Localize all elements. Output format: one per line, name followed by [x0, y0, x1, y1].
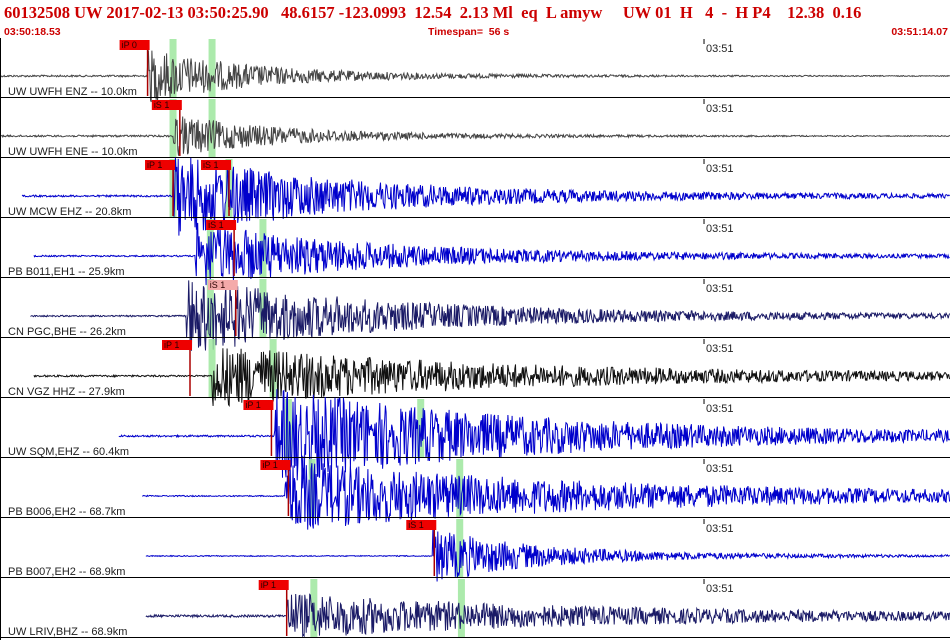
pick-flag[interactable]: [119, 40, 150, 50]
pick-flag[interactable]: [201, 160, 232, 170]
pick-flag-label: iS 1: [203, 160, 219, 170]
pick-flag-label: iS 1: [208, 220, 224, 230]
station-label: UW LRIV,BHZ -- 68.9km: [8, 626, 127, 638]
pick-flag[interactable]: [145, 160, 176, 170]
waveform-trace: [145, 593, 950, 638]
station-label: PB B006,EH2 -- 68.7km: [8, 506, 125, 518]
channel-row[interactable]: iP 1 03:51 UW SQM,EHZ -- 60.4km: [0, 389, 950, 481]
station-label: PB B007,EH2 -- 68.9km: [8, 566, 125, 578]
channel-row[interactable]: iP 1 iS 1 03:51 UW MCW EHZ -- 20.8km: [0, 157, 950, 236]
minute-tick-label: 03:51: [706, 223, 734, 235]
waveform-trace: [33, 348, 950, 408]
pick-window-band: [417, 399, 425, 458]
waveform-trace: [30, 280, 950, 351]
minute-tick-label: 03:51: [706, 103, 734, 115]
pick-flag-label: iS 1: [154, 100, 170, 110]
timespan-label: Timespan= 56 s: [428, 26, 510, 38]
pick-window-band: [169, 99, 177, 158]
channel-row[interactable]: iP 1 03:51 PB B006,EH2 -- 68.7km: [0, 459, 950, 530]
pick-flag-label: iP 1: [245, 400, 260, 410]
waveform-trace: [0, 50, 950, 103]
station-label: CN VGZ HHZ -- 27.9km: [8, 386, 125, 398]
station-label: PB B011,EH1 -- 25.9km: [8, 266, 125, 278]
channel-row[interactable]: iS 1 03:51 PB B011,EH1 -- 25.9km: [0, 219, 950, 286]
minute-tick-label: 03:51: [706, 463, 734, 475]
minute-tick-label: 03:51: [706, 523, 734, 535]
minute-tick-label: 03:51: [706, 43, 734, 55]
pick-window-band: [269, 339, 277, 398]
minute-tick-label: 03:51: [706, 583, 734, 595]
waveform-trace: [21, 157, 950, 236]
pick-flag-label: iS 1: [408, 520, 424, 530]
pick-window-band: [169, 39, 177, 98]
pick-flag-label: iP 1: [164, 340, 179, 350]
channel-row[interactable]: iP 0 03:51 UW UWFH ENZ -- 10.0km: [0, 39, 950, 103]
pick-window-band: [206, 279, 214, 338]
pick-flag[interactable]: [258, 580, 289, 590]
station-label: CN PGC,BHE -- 26.2km: [8, 326, 126, 338]
pick-window-band: [457, 579, 465, 638]
pick-flag[interactable]: [260, 460, 291, 470]
pick-flag[interactable]: [243, 400, 274, 410]
pick-flag[interactable]: [207, 280, 238, 290]
waveform-panel[interactable]: iP 0 03:51 UW UWFH ENZ -- 10.0km iS 1 03:51 U…: [0, 38, 950, 640]
start-time-label: 03:50:18.53: [4, 26, 61, 38]
waveform-trace: [145, 528, 950, 582]
station-label: UW MCW EHZ -- 20.8km: [8, 206, 131, 218]
end-time-label: 03:51:14.07: [891, 26, 948, 38]
waveform-trace: [118, 389, 950, 481]
minute-tick-label: 03:51: [706, 403, 734, 415]
event-header: 60132508 UW 2017-02-13 03:50:25.90 48.61…: [0, 0, 950, 38]
pick-flag-label: iS 1: [210, 280, 226, 290]
waveform-trace: [0, 116, 950, 156]
station-label: UW UWFH ENE -- 10.0km: [8, 146, 138, 158]
pick-window-band: [284, 399, 292, 458]
minute-tick-label: 03:51: [706, 343, 734, 355]
pick-flag[interactable]: [406, 520, 437, 530]
pick-window-band: [208, 339, 216, 398]
channel-row[interactable]: iP 1 03:51 UW LRIV,BHZ -- 68.9km: [0, 579, 950, 638]
channel-row[interactable]: iS 1 03:51 CN PGC,BHE -- 26.2km: [0, 279, 950, 351]
pick-flag-label: iP 1: [262, 460, 277, 470]
pick-flag[interactable]: [206, 220, 237, 230]
channel-row[interactable]: iS 1 03:51 PB B007,EH2 -- 68.9km: [0, 519, 950, 582]
pick-flag-label: iP 1: [261, 580, 276, 590]
channel-row[interactable]: iP 1 03:51 CN VGZ HHZ -- 27.9km: [0, 339, 950, 408]
pick-flag[interactable]: [162, 340, 192, 350]
waveform-trace: [33, 222, 950, 286]
minute-tick-label: 03:51: [706, 163, 734, 175]
pick-window-band: [208, 39, 216, 98]
station-label: UW SQM,EHZ -- 60.4km: [8, 446, 129, 458]
pick-flag-label: iP 0: [122, 40, 137, 50]
channel-row[interactable]: iS 1 03:51 UW UWFH ENE -- 10.0km: [0, 99, 950, 158]
station-label: UW UWFH ENZ -- 10.0km: [8, 86, 137, 98]
pick-flag[interactable]: [151, 100, 182, 110]
pick-flag-label: iP 1: [147, 160, 162, 170]
waveform-trace: [142, 461, 950, 530]
minute-tick-label: 03:51: [706, 283, 734, 295]
waveform-canvas[interactable]: iP 0 03:51 UW UWFH ENZ -- 10.0km iS 1 03:51 U…: [0, 38, 950, 640]
event-summary-line: 60132508 UW 2017-02-13 03:50:25.90 48.61…: [4, 3, 862, 22]
